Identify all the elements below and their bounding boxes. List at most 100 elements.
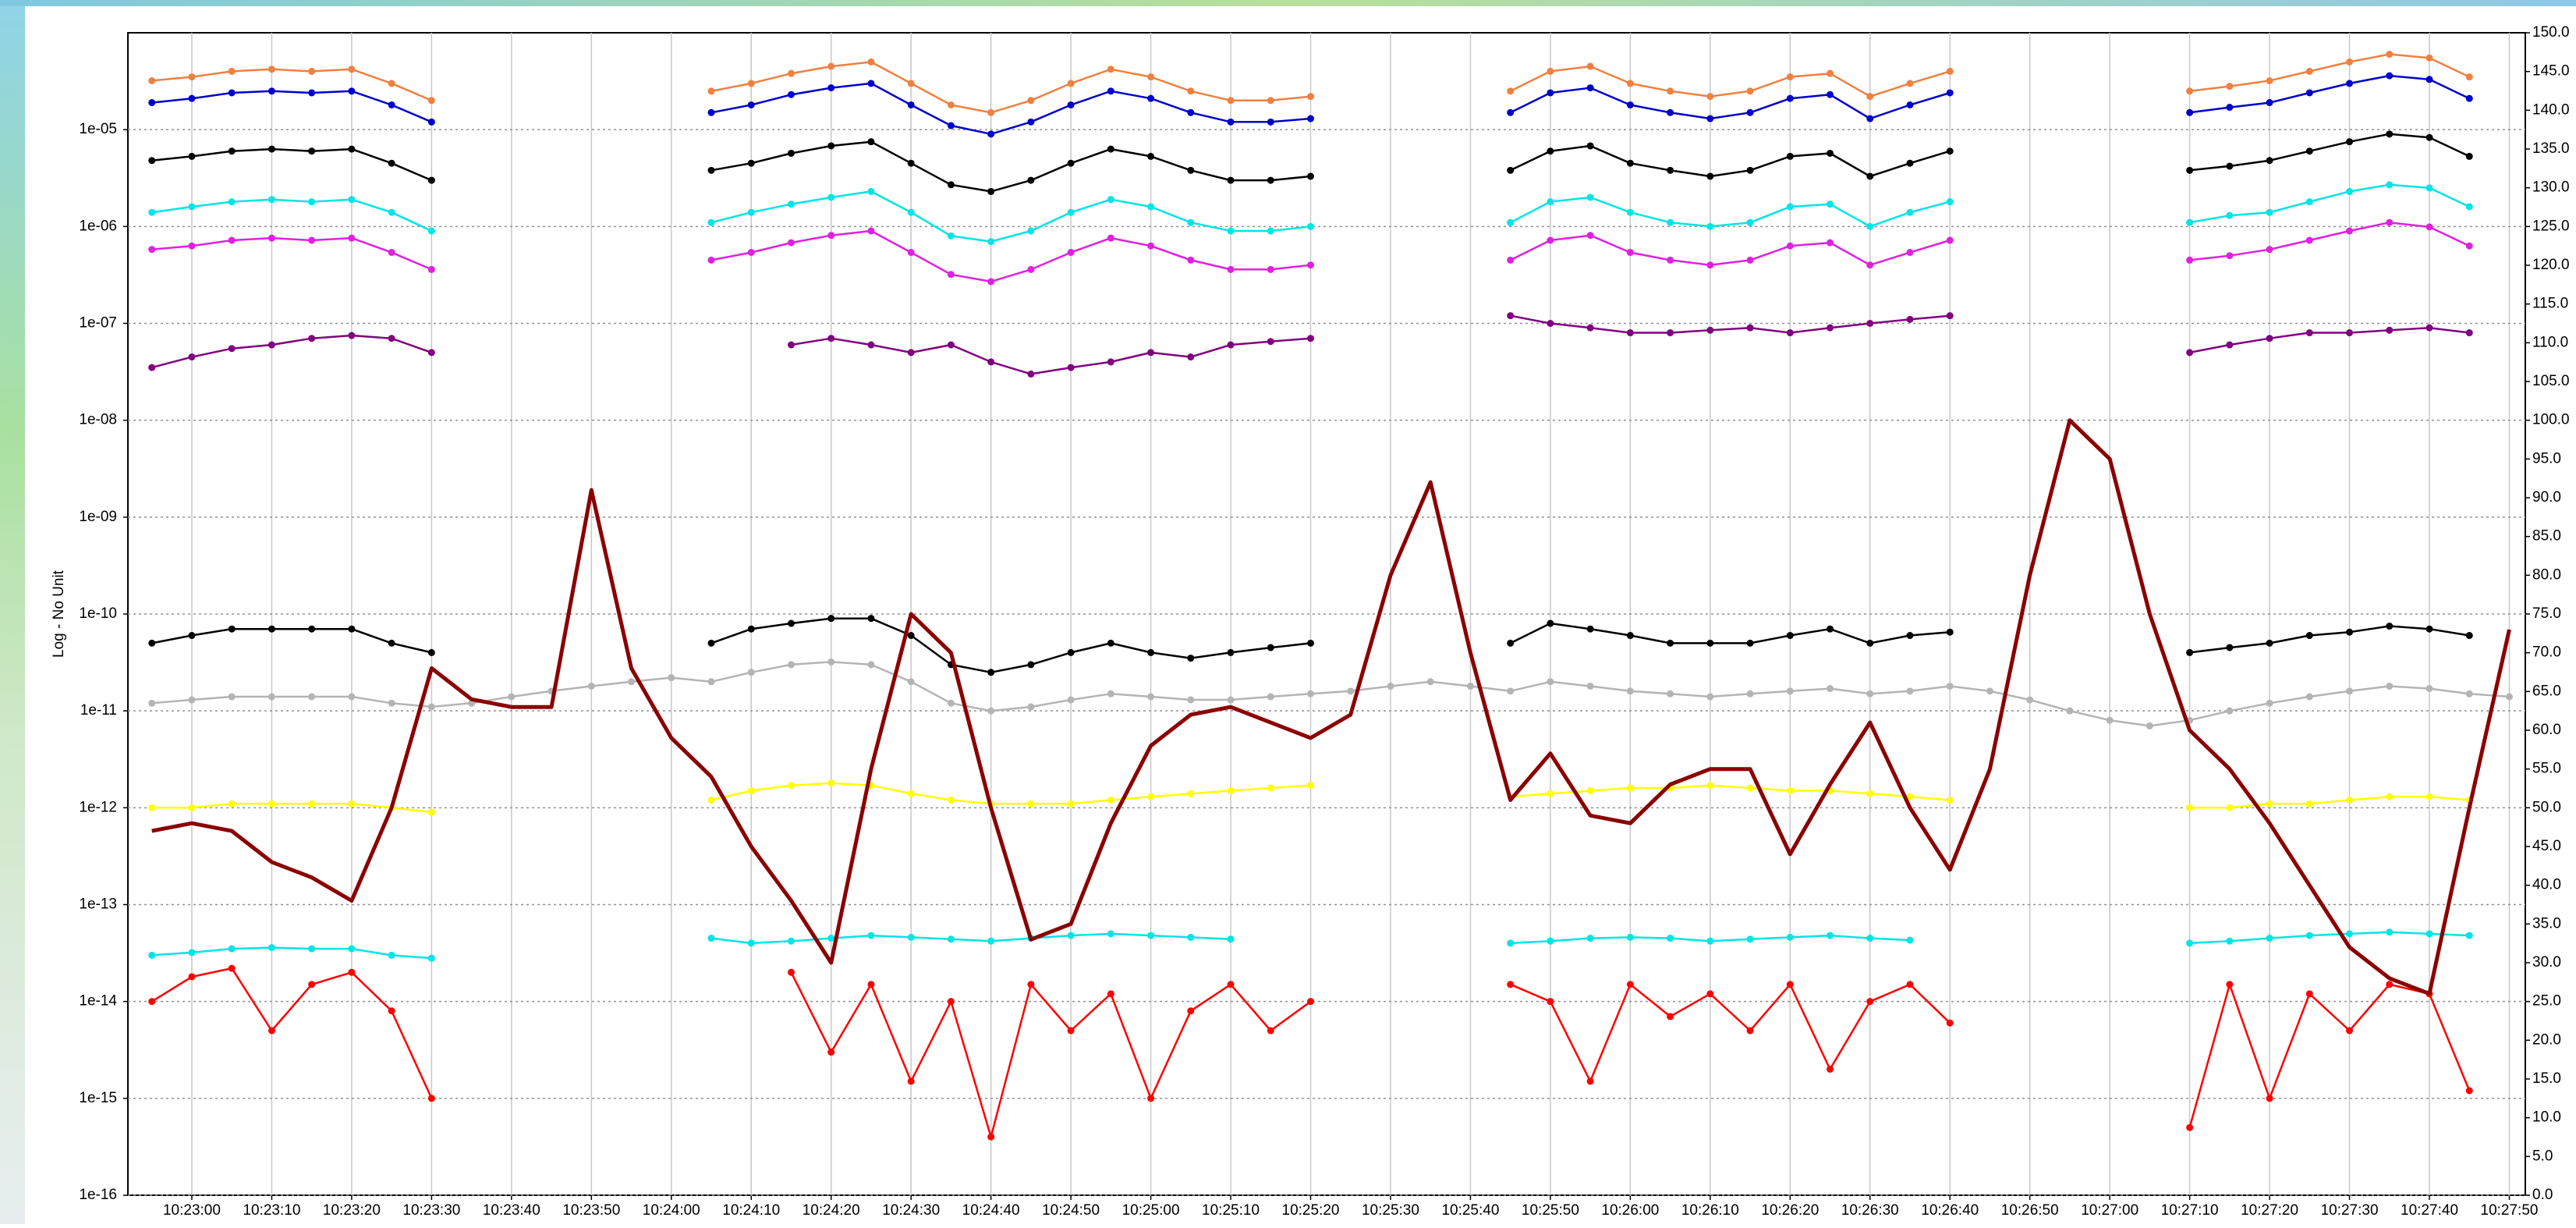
y-tick-label: 1e-11	[80, 702, 117, 719]
point	[1228, 119, 1235, 126]
point	[1147, 649, 1154, 656]
y2-tick-label: 5.0	[2532, 1148, 2553, 1164]
point	[1787, 243, 1794, 250]
point	[1747, 219, 1754, 226]
point	[1427, 678, 1434, 685]
point	[1027, 661, 1034, 668]
point	[788, 938, 795, 945]
point	[1706, 223, 1713, 230]
point	[748, 160, 755, 167]
point	[2306, 932, 2313, 939]
point	[308, 626, 315, 633]
point	[908, 934, 915, 941]
y2-tick-label: 55.0	[2532, 761, 2561, 777]
point	[229, 198, 236, 205]
x-tick-label: 10:25:30	[1362, 1202, 1419, 1219]
y2-tick-label: 150.0	[2532, 24, 2570, 41]
point	[1147, 1095, 1154, 1102]
point	[428, 266, 435, 273]
point	[2306, 68, 2313, 75]
point	[748, 209, 755, 216]
point	[1587, 935, 1594, 942]
point	[308, 800, 315, 807]
point	[2426, 685, 2433, 692]
point	[1228, 981, 1235, 988]
point	[1228, 266, 1235, 273]
point	[268, 342, 275, 349]
point	[1027, 97, 1034, 104]
point	[2386, 683, 2393, 690]
point	[188, 243, 195, 250]
point	[188, 203, 195, 210]
point	[1907, 316, 1914, 323]
point	[1107, 235, 1114, 242]
point	[2346, 687, 2353, 694]
point	[1907, 632, 1914, 639]
point	[188, 949, 195, 956]
point	[827, 935, 834, 942]
point	[1068, 697, 1075, 704]
point	[788, 782, 795, 789]
point	[1706, 640, 1713, 647]
point	[2266, 246, 2273, 253]
point	[1267, 228, 1274, 235]
point	[2426, 930, 2433, 937]
point	[1107, 146, 1114, 153]
point	[908, 160, 915, 167]
point	[1787, 787, 1794, 794]
x-tick-label: 10:25:00	[1122, 1202, 1180, 1219]
point	[2226, 342, 2233, 349]
point	[2306, 329, 2313, 336]
point	[268, 800, 275, 807]
point	[948, 181, 955, 188]
point	[1147, 793, 1154, 800]
point	[1667, 109, 1674, 116]
point	[2466, 73, 2473, 80]
point	[1907, 160, 1914, 167]
point	[1068, 80, 1075, 87]
point	[1947, 629, 1954, 636]
x-tick-label: 10:27:40	[2401, 1202, 2458, 1219]
y-axis-label: Log - No Unit	[51, 570, 67, 658]
point	[1747, 690, 1754, 697]
point	[748, 80, 755, 87]
point	[708, 219, 715, 226]
point	[1667, 1013, 1674, 1020]
point	[1706, 694, 1713, 701]
point	[1187, 257, 1194, 264]
point	[229, 800, 236, 807]
point	[1587, 1077, 1594, 1084]
point	[2426, 76, 2433, 83]
x-tick-label: 10:27:20	[2241, 1202, 2298, 1219]
point	[1587, 84, 1594, 91]
point	[1307, 998, 1314, 1005]
point	[1627, 101, 1634, 108]
point	[908, 1077, 915, 1084]
point	[2386, 181, 2393, 188]
point	[1667, 87, 1674, 94]
point	[1147, 73, 1154, 80]
y2-tick-label: 100.0	[2532, 412, 2570, 428]
point	[1747, 87, 1754, 94]
point	[2226, 981, 2233, 988]
point	[229, 694, 236, 701]
point	[388, 209, 395, 216]
point	[2466, 95, 2473, 102]
point	[1947, 797, 1954, 804]
point	[148, 209, 155, 216]
point	[827, 335, 834, 342]
point	[1068, 249, 1075, 256]
chart: Log - No Unit 10:23:0010:23:1010:23:2010…	[0, 0, 2576, 1224]
point	[2266, 1095, 2273, 1102]
map-strip	[0, 0, 25, 1224]
point	[2426, 626, 2433, 633]
point	[2306, 694, 2313, 701]
point	[1147, 95, 1154, 102]
point	[1187, 219, 1194, 226]
y2-tick-label: 70.0	[2532, 644, 2561, 661]
point	[867, 981, 874, 988]
point	[388, 1007, 395, 1014]
point	[2346, 228, 2353, 235]
x-tick-label: 10:24:50	[1042, 1202, 1100, 1219]
point	[1667, 329, 1674, 336]
